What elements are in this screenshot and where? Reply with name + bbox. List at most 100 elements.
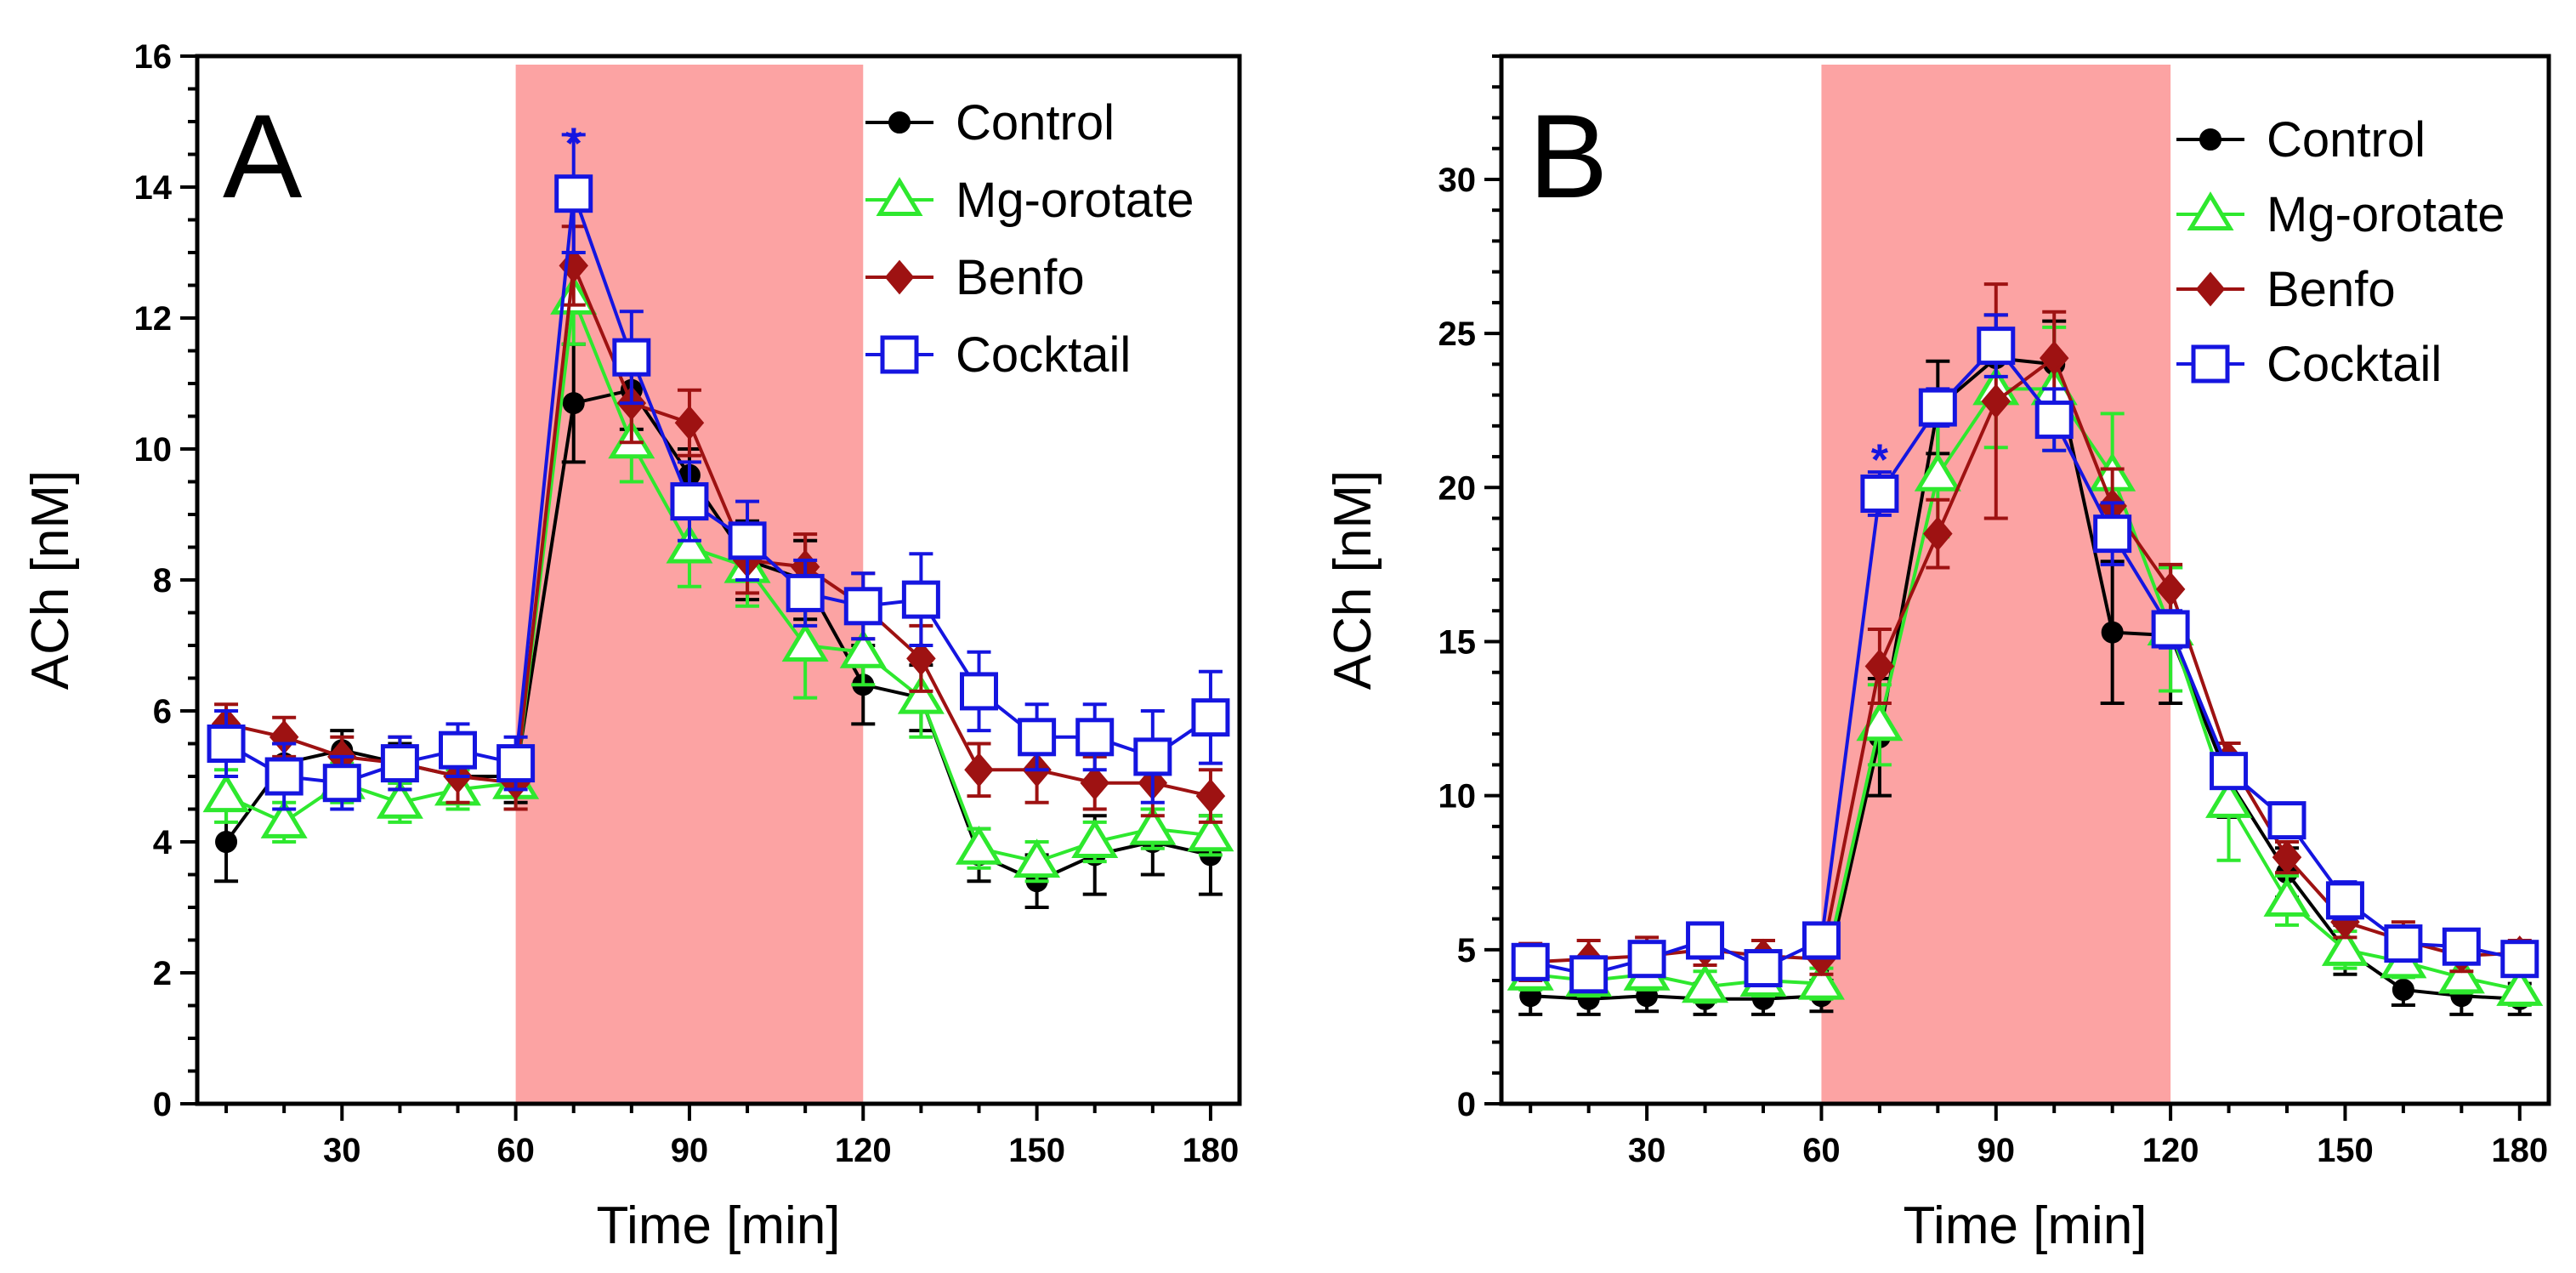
legend-marker xyxy=(884,259,915,295)
x-tick-label: 180 xyxy=(1183,1132,1240,1169)
data-point xyxy=(1195,778,1226,814)
data-point xyxy=(2205,779,2253,818)
data-point xyxy=(376,779,423,819)
data-point xyxy=(674,405,705,440)
panel-letter: A xyxy=(223,89,303,223)
data-point xyxy=(955,825,1003,865)
data-point xyxy=(215,831,238,853)
data-point xyxy=(1981,384,2011,419)
legend-label: Benfo xyxy=(2267,262,2396,317)
data-point xyxy=(901,580,940,619)
legend-label: Cocktail xyxy=(2267,337,2442,392)
y-tick-label: 30 xyxy=(1438,162,1477,199)
data-point xyxy=(612,338,651,377)
x-tick-label: 120 xyxy=(2142,1132,2199,1169)
legend-label: Mg-orotate xyxy=(956,173,1194,228)
y-tick-label: 8 xyxy=(153,562,172,600)
legend-item-cocktail: Cocktail xyxy=(865,327,1131,383)
data-point xyxy=(1864,649,1895,684)
x-tick-label: 90 xyxy=(1977,1132,2016,1169)
y-tick-label: 0 xyxy=(153,1086,172,1123)
data-point xyxy=(1080,765,1109,801)
data-point xyxy=(670,482,709,521)
y-tick-label: 2 xyxy=(153,955,172,992)
x-tick-label: 90 xyxy=(671,1132,709,1169)
y-axis-title: ACh [nM] xyxy=(1324,470,1382,690)
data-point xyxy=(2325,881,2364,920)
legend-item-mg-orotate: Mg-orotate xyxy=(2176,187,2505,242)
data-point xyxy=(1013,838,1061,878)
y-tick-label: 12 xyxy=(134,300,173,338)
data-point xyxy=(2437,954,2485,994)
data-point xyxy=(1627,940,1666,979)
y-tick-label: 15 xyxy=(1438,623,1477,661)
data-point xyxy=(554,174,593,213)
x-tick-label: 150 xyxy=(2317,1132,2374,1169)
data-point xyxy=(1075,718,1115,757)
y-tick-label: 16 xyxy=(134,38,173,76)
data-point xyxy=(2321,926,2369,966)
data-point xyxy=(1682,963,1729,1003)
data-point xyxy=(960,672,998,711)
data-point xyxy=(1801,921,1841,960)
data-point xyxy=(2034,401,2074,440)
data-point xyxy=(897,674,945,714)
significance-star: * xyxy=(1871,436,1889,486)
data-point xyxy=(2151,610,2190,649)
data-point xyxy=(2392,978,2414,1001)
data-point xyxy=(2500,940,2539,979)
y-tick-label: 25 xyxy=(1438,315,1477,353)
data-point xyxy=(1133,737,1172,776)
data-point xyxy=(1914,452,1961,492)
data-point xyxy=(2496,967,2544,1006)
y-tick-label: 0 xyxy=(1457,1086,1476,1123)
y-tick-label: 14 xyxy=(134,169,173,207)
data-point xyxy=(2272,839,2302,875)
data-point xyxy=(264,757,304,796)
x-tick-label: 150 xyxy=(1008,1132,1065,1169)
data-point xyxy=(1744,949,1783,988)
data-point xyxy=(202,773,250,813)
legend-item-control: Control xyxy=(2176,112,2426,168)
data-point xyxy=(2442,927,2481,966)
data-point xyxy=(781,622,829,662)
x-tick-label: 30 xyxy=(1628,1132,1666,1169)
data-point xyxy=(1923,516,1953,551)
y-tick-label: 10 xyxy=(1438,778,1477,816)
data-point xyxy=(2039,340,2069,376)
data-point xyxy=(322,764,361,803)
data-point xyxy=(1129,805,1177,845)
data-point xyxy=(496,744,536,783)
data-point xyxy=(964,752,994,787)
data-point xyxy=(906,641,936,676)
data-point xyxy=(1191,698,1230,737)
legend-label: Cocktail xyxy=(956,327,1131,383)
legend-marker xyxy=(2199,128,2221,151)
data-point xyxy=(843,587,882,626)
y-tick-label: 20 xyxy=(1438,469,1477,507)
data-point xyxy=(1569,955,1609,994)
significance-star: * xyxy=(565,120,583,169)
data-point xyxy=(1511,942,1550,981)
x-tick-label: 30 xyxy=(323,1132,361,1169)
data-point xyxy=(2384,924,2423,963)
legend-marker xyxy=(2191,344,2230,384)
series-cocktail xyxy=(207,133,1230,811)
x-tick-label: 180 xyxy=(2491,1132,2548,1169)
data-point xyxy=(728,521,767,560)
data-point xyxy=(2210,752,2249,791)
data-point xyxy=(2267,801,2306,840)
data-point xyxy=(1686,921,1725,960)
data-point xyxy=(1018,718,1057,757)
y-tick-label: 10 xyxy=(134,431,173,469)
legend-label: Benfo xyxy=(956,250,1085,305)
legend-item-benfo: Benfo xyxy=(865,250,1085,305)
series-cocktail xyxy=(1511,313,2539,994)
legend-item-cocktail: Cocktail xyxy=(2176,337,2442,392)
shaded-region xyxy=(1821,65,2171,1104)
data-point xyxy=(439,730,477,770)
y-tick-label: 6 xyxy=(153,693,172,730)
legend-item-mg-orotate: Mg-orotate xyxy=(865,173,1194,228)
x-axis-title: Time [min] xyxy=(1903,1196,2147,1255)
